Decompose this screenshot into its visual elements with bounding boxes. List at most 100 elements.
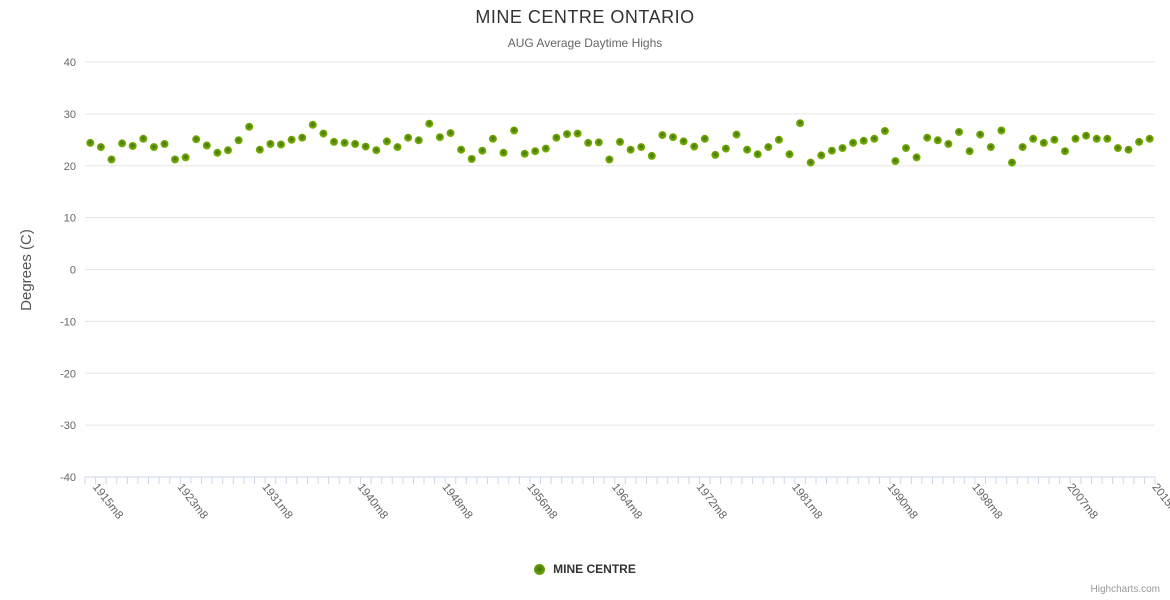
data-point[interactable]	[700, 134, 709, 143]
data-point[interactable]	[1082, 131, 1091, 140]
data-point[interactable]	[202, 141, 211, 150]
data-point[interactable]	[330, 137, 338, 146]
data-point[interactable]	[1071, 134, 1080, 143]
data-point[interactable]	[181, 153, 190, 162]
data-point[interactable]	[467, 155, 476, 163]
data-point[interactable]	[1124, 145, 1133, 154]
data-point[interactable]	[573, 129, 582, 138]
data-point[interactable]	[118, 139, 127, 148]
data-point[interactable]	[616, 137, 624, 146]
data-point[interactable]	[541, 144, 550, 153]
data-point[interactable]	[372, 146, 381, 155]
data-point[interactable]	[361, 142, 370, 151]
data-point[interactable]	[488, 134, 497, 143]
data-point[interactable]	[955, 128, 963, 136]
data-point[interactable]	[891, 157, 900, 166]
data-point[interactable]	[1135, 137, 1144, 146]
data-point[interactable]	[986, 143, 995, 152]
data-point[interactable]	[457, 145, 466, 154]
data-point[interactable]	[255, 145, 264, 154]
data-point[interactable]	[393, 143, 402, 152]
data-point[interactable]	[563, 130, 571, 139]
data-point[interactable]	[404, 133, 413, 142]
data-point[interactable]	[944, 140, 953, 148]
data-point[interactable]	[1092, 134, 1101, 143]
data-point[interactable]	[902, 144, 910, 153]
data-point[interactable]	[499, 148, 508, 157]
data-point[interactable]	[796, 119, 805, 128]
data-point[interactable]	[224, 146, 232, 155]
data-point[interactable]	[594, 138, 603, 147]
data-point[interactable]	[308, 120, 317, 129]
data-point[interactable]	[774, 135, 783, 144]
data-point[interactable]	[976, 130, 985, 139]
data-point[interactable]	[1029, 134, 1038, 143]
data-point[interactable]	[785, 150, 794, 159]
data-point[interactable]	[933, 136, 942, 145]
data-point[interactable]	[213, 148, 222, 157]
data-point[interactable]	[107, 155, 116, 164]
data-point[interactable]	[414, 136, 423, 145]
data-point[interactable]	[764, 143, 773, 152]
data-point[interactable]	[382, 137, 391, 146]
data-point[interactable]	[139, 134, 148, 143]
data-point[interactable]	[510, 126, 519, 135]
data-point[interactable]	[584, 138, 593, 147]
data-point[interactable]	[245, 122, 254, 131]
data-point[interactable]	[743, 145, 752, 154]
data-point[interactable]	[287, 135, 296, 144]
data-point[interactable]	[647, 151, 656, 160]
data-point[interactable]	[520, 149, 529, 158]
legend-item-mine-centre[interactable]: MINE CENTRE	[534, 562, 636, 576]
data-point[interactable]	[171, 155, 179, 164]
data-point[interactable]	[446, 129, 455, 138]
data-point[interactable]	[1103, 134, 1112, 143]
data-point[interactable]	[732, 130, 741, 139]
data-point[interactable]	[552, 133, 561, 142]
highcharts-credits[interactable]: Highcharts.com	[1090, 584, 1160, 595]
data-point[interactable]	[96, 143, 105, 152]
data-point[interactable]	[192, 135, 201, 144]
data-point[interactable]	[637, 143, 646, 152]
data-point[interactable]	[319, 129, 328, 138]
data-point[interactable]	[859, 136, 868, 145]
data-point[interactable]	[965, 147, 974, 156]
data-point[interactable]	[912, 153, 921, 162]
data-point[interactable]	[817, 151, 826, 160]
data-point[interactable]	[1018, 143, 1027, 152]
data-point[interactable]	[658, 131, 667, 140]
data-point[interactable]	[340, 138, 349, 147]
data-point[interactable]	[160, 140, 169, 148]
data-point[interactable]	[923, 133, 932, 142]
data-point[interactable]	[605, 155, 614, 164]
data-point[interactable]	[1113, 144, 1122, 153]
data-point[interactable]	[626, 145, 635, 154]
data-point[interactable]	[1061, 147, 1069, 156]
data-point[interactable]	[838, 144, 847, 153]
data-point[interactable]	[435, 133, 444, 142]
data-point[interactable]	[870, 134, 879, 143]
data-point[interactable]	[149, 143, 158, 152]
data-point[interactable]	[266, 140, 275, 148]
data-point[interactable]	[711, 150, 720, 159]
data-point[interactable]	[298, 133, 307, 142]
data-point[interactable]	[690, 142, 699, 151]
data-point[interactable]	[1145, 134, 1154, 143]
data-point[interactable]	[669, 133, 677, 142]
data-point[interactable]	[806, 158, 815, 167]
data-point[interactable]	[351, 140, 360, 148]
data-point[interactable]	[128, 142, 137, 150]
data-point[interactable]	[1050, 135, 1059, 144]
data-point[interactable]	[478, 146, 487, 155]
data-point[interactable]	[86, 138, 95, 147]
data-point[interactable]	[1008, 158, 1016, 167]
data-point[interactable]	[849, 138, 858, 147]
data-point[interactable]	[721, 144, 730, 153]
data-point[interactable]	[880, 127, 889, 135]
data-point[interactable]	[997, 126, 1006, 135]
data-point[interactable]	[425, 119, 434, 128]
data-point[interactable]	[753, 150, 762, 159]
data-point[interactable]	[234, 136, 243, 145]
data-point[interactable]	[531, 147, 540, 156]
data-point[interactable]	[277, 140, 285, 149]
